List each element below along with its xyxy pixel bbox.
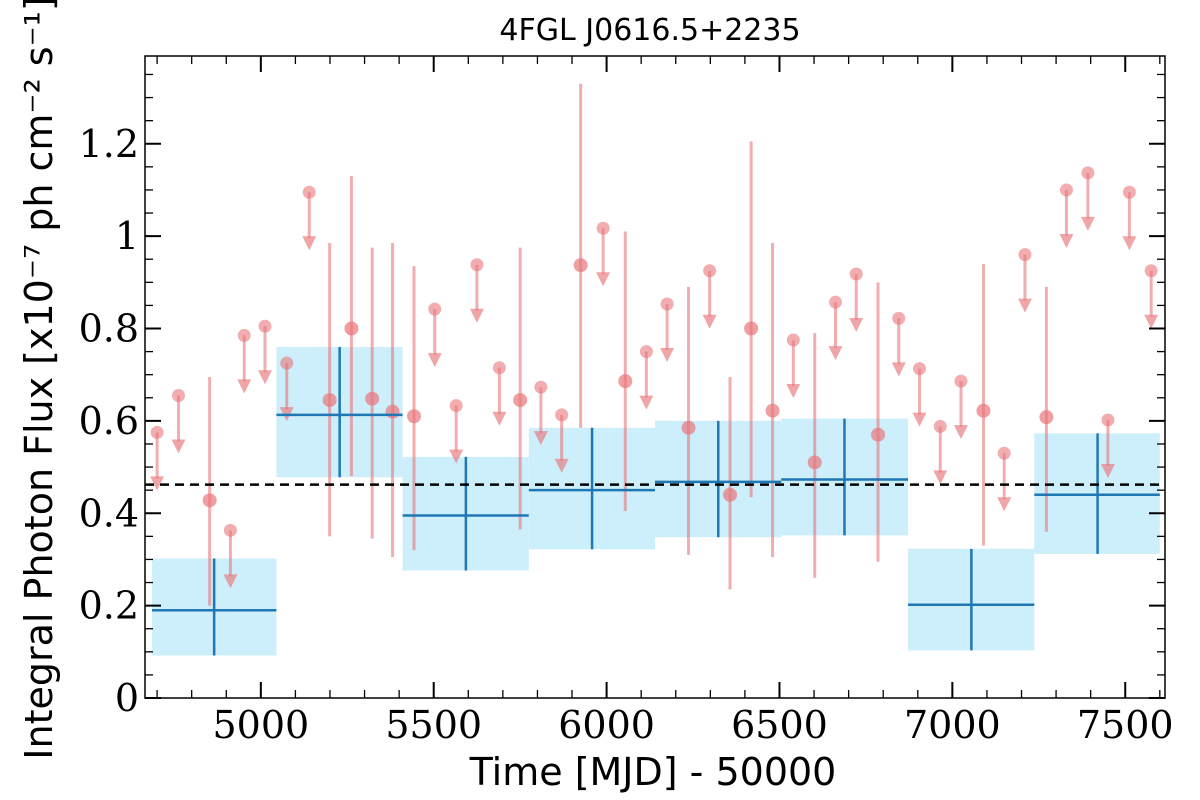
detection-point-10 [723, 487, 738, 502]
upper-limit-arrow-21 [912, 412, 927, 427]
upper-limit-point-10 [492, 361, 506, 375]
upper-limit-arrow-20 [891, 362, 906, 377]
detection-point-11 [744, 321, 759, 336]
upper-limit-arrow-10 [492, 411, 507, 426]
upper-limit-point-8 [449, 399, 463, 413]
upper-limit-point-16 [703, 264, 717, 278]
chart-title: 4FGL J0616.5+2235 [499, 13, 800, 48]
upper-limit-arrow-30 [1144, 314, 1159, 329]
x-tick-label-4: 7000 [904, 703, 1001, 747]
y-tick-label-3: 0.6 [79, 399, 139, 443]
upper-limit-arrow-1 [171, 439, 186, 454]
y-tick-label-1: 0.2 [79, 584, 139, 628]
detection-point-15 [976, 403, 991, 418]
upper-limit-point-11 [534, 380, 548, 394]
upper-limit-point-3 [237, 328, 251, 342]
detection-point-3 [365, 391, 380, 406]
upper-limit-point-4 [258, 319, 272, 333]
upper-limit-arrow-28 [1100, 463, 1115, 478]
upper-limit-arrow-6 [302, 236, 317, 251]
upper-limit-point-29 [1122, 185, 1136, 199]
y-tick-label-5: 1 [115, 214, 139, 258]
upper-limit-point-0 [150, 425, 164, 439]
detection-point-14 [871, 427, 886, 442]
upper-limit-point-5 [280, 356, 294, 370]
upper-limit-arrow-17 [786, 384, 801, 399]
upper-limit-point-1 [172, 388, 186, 402]
detection-point-6 [513, 393, 528, 408]
detection-point-7 [573, 258, 588, 273]
upper-limit-arrow-3 [237, 379, 252, 394]
upper-limit-arrow-26 [1059, 233, 1074, 248]
upper-limit-arrow-19 [849, 318, 864, 333]
upper-limit-point-7 [428, 302, 442, 316]
upper-limit-point-23 [954, 374, 968, 388]
upper-limit-arrow-24 [997, 497, 1012, 512]
upper-limit-arrow-11 [533, 431, 548, 446]
upper-limit-point-14 [639, 345, 653, 359]
detection-point-1 [322, 393, 337, 408]
detection-point-9 [681, 420, 696, 435]
upper-limit-point-21 [913, 362, 927, 376]
upper-limit-arrow-12 [554, 458, 569, 473]
detection-point-5 [407, 409, 422, 424]
upper-limit-point-24 [997, 446, 1011, 460]
upper-limit-arrow-25 [1017, 298, 1032, 313]
upper-limit-point-13 [596, 221, 610, 235]
x-tick-label-0: 5000 [212, 703, 309, 747]
detection-point-4 [385, 404, 400, 419]
detection-point-16 [1039, 410, 1054, 425]
upper-limit-point-6 [302, 185, 316, 199]
detection-point-2 [344, 321, 359, 336]
upper-limit-arrow-14 [639, 395, 654, 410]
upper-limit-point-18 [828, 295, 842, 309]
detection-point-8 [618, 374, 633, 389]
upper-limit-arrow-16 [702, 314, 717, 329]
upper-limit-arrow-2 [223, 574, 238, 589]
detection-point-12 [765, 403, 780, 418]
upper-limit-arrow-0 [150, 476, 165, 491]
upper-limit-point-27 [1081, 166, 1095, 180]
upper-limit-arrow-7 [427, 353, 442, 368]
upper-limit-arrow-23 [954, 425, 968, 440]
upper-limit-point-15 [660, 297, 674, 311]
upper-limit-arrow-22 [933, 470, 948, 485]
upper-limit-point-9 [470, 258, 484, 272]
y-axis-label: Integral Photon Flux [x10⁻⁷ ph cm⁻² s⁻¹] [17, 0, 61, 760]
upper-limit-arrow-13 [596, 272, 611, 287]
upper-limit-point-28 [1101, 413, 1115, 427]
plot-frame [144, 55, 1166, 699]
upper-limit-arrow-8 [449, 449, 464, 464]
upper-limit-arrow-29 [1122, 236, 1137, 251]
x-axis-label: Time [MJD] - 50000 [469, 750, 837, 794]
upper-limit-arrow-15 [660, 348, 675, 363]
upper-limit-point-26 [1059, 183, 1073, 197]
x-tick-label-1: 5500 [385, 703, 482, 747]
y-tick-label-4: 0.8 [79, 307, 139, 351]
upper-limit-arrow-9 [469, 308, 484, 323]
y-tick-label-2: 0.4 [79, 491, 139, 535]
upper-limit-point-30 [1144, 264, 1158, 278]
upper-limit-point-2 [223, 523, 237, 537]
x-tick-label-2: 6000 [558, 703, 655, 747]
upper-limit-point-19 [849, 267, 863, 281]
y-tick-label-0: 0 [115, 676, 139, 720]
detection-point-0 [202, 493, 217, 508]
upper-limit-arrow-4 [257, 370, 272, 385]
detection-point-13 [807, 455, 822, 470]
y-tick-label-6: 1.2 [79, 122, 139, 166]
axes: 5000 5500 6000 6500 7000 7500 0 0.2 0.4 0.6 0.8 1 1.… [79, 55, 1174, 747]
upper-limit-point-25 [1018, 248, 1032, 262]
upper-limit-point-20 [892, 311, 906, 325]
plot-area [145, 83, 1165, 656]
upper-limit-arrow-18 [828, 346, 843, 361]
x-tick-label-3: 6500 [731, 703, 828, 747]
upper-limit-arrow-27 [1080, 216, 1095, 231]
upper-limit-point-17 [786, 333, 800, 347]
upper-limit-point-12 [555, 408, 569, 422]
x-tick-label-5: 7500 [1077, 703, 1174, 747]
upper-limit-point-22 [933, 419, 947, 433]
